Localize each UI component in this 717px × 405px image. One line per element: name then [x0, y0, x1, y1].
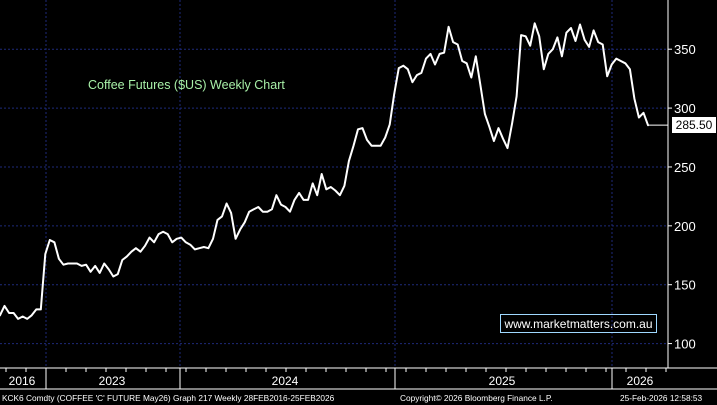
x-tick-label: 2023	[99, 374, 126, 388]
watermark-link[interactable]: www.marketmatters.com.au	[500, 314, 657, 333]
axes	[0, 0, 717, 390]
footer-bar: KCK6 Comdty (COFFEE 'C' FUTURE May26) Gr…	[0, 390, 717, 405]
y-tick-label: 350	[674, 42, 696, 57]
series	[0, 22, 668, 320]
x-tick-label: 2026	[627, 374, 654, 388]
y-tick-label: 300	[674, 101, 696, 116]
chart-title: Coffee Futures ($US) Weekly Chart	[88, 78, 285, 92]
y-tick-labels: 100 150 200 250 300 350	[674, 42, 696, 351]
y-tick-label: 100	[674, 337, 696, 352]
x-tick-label: 2025	[489, 374, 516, 388]
footer-copyright: Copyright© 2026 Bloomberg Finance L.P.	[400, 393, 553, 403]
x-tick-labels: 2016 2023 2024 2025 2026	[9, 374, 654, 388]
last-value-label: 285.50	[672, 117, 716, 134]
x-tick-label: 2024	[272, 374, 299, 388]
footer-timestamp: 25-Feb-2026 12:58:53	[620, 393, 703, 403]
y-tick-label: 200	[674, 219, 696, 234]
y-tick-label: 250	[674, 160, 696, 175]
grid	[0, 0, 668, 368]
price-series-line	[0, 22, 649, 320]
y-tick-label: 150	[674, 278, 696, 293]
x-tick-label: 2016	[9, 374, 36, 388]
footer-security-info: KCK6 Comdty (COFFEE 'C' FUTURE May26) Gr…	[2, 393, 335, 403]
